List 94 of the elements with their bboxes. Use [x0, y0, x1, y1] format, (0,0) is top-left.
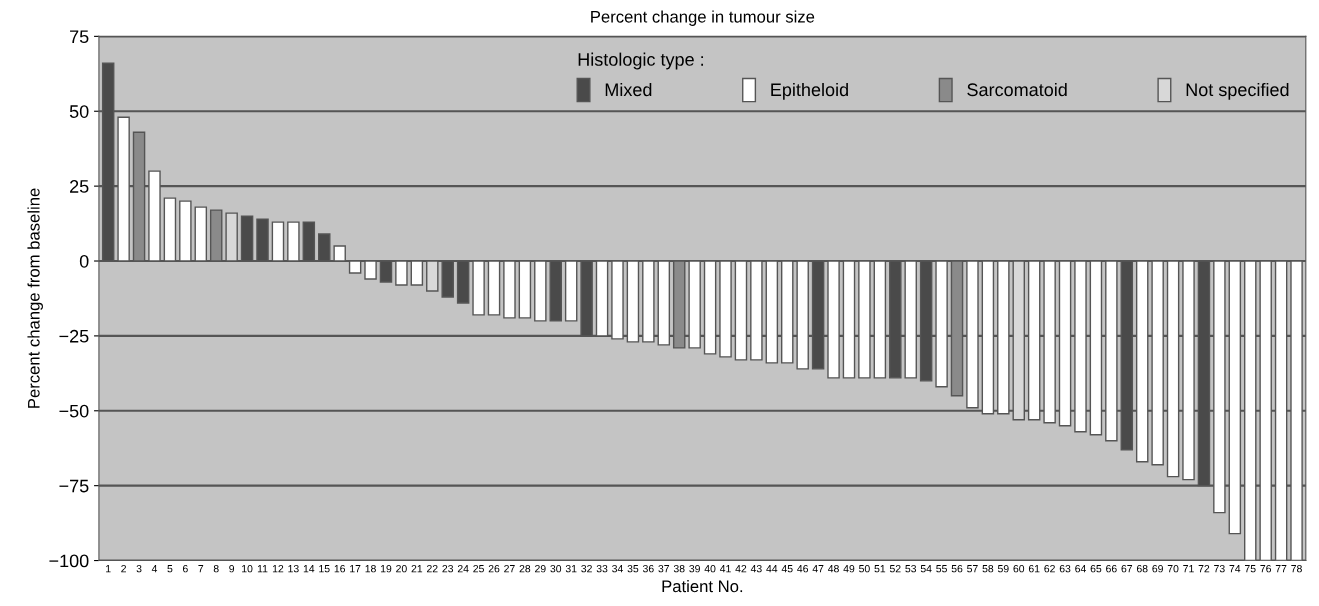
x-tick-label: 16	[334, 564, 346, 573]
x-tick-label: 64	[1075, 564, 1086, 573]
x-tick-label: 71	[1183, 565, 1194, 573]
x-tick-label: 20	[396, 564, 407, 573]
x-tick-label: 75	[1244, 565, 1256, 573]
x-tick-label: 21	[411, 564, 423, 573]
x-tick-label: 59	[997, 564, 1009, 573]
x-tick-label: 15	[319, 565, 330, 573]
x-tick-label: 1	[106, 565, 111, 573]
x-tick-label: 40	[704, 564, 716, 573]
y-axis-title: Percent change from baseline	[27, 188, 43, 408]
x-tick-label: 56	[951, 564, 963, 573]
x-tick-label: 33	[596, 564, 608, 573]
y-tick-label: 0	[79, 254, 89, 268]
x-tick-label: 55	[936, 565, 947, 573]
x-tick-label: 14	[303, 565, 315, 573]
y-tick-label: −75	[59, 479, 89, 493]
x-tick-label: 12	[272, 564, 284, 573]
x-tick-label: 60	[1013, 564, 1025, 573]
x-tick-label: 73	[1214, 564, 1225, 573]
x-tick-label: 19	[380, 564, 392, 573]
x-tick-label: 70	[1167, 564, 1179, 573]
x-tick-label: 23	[442, 564, 454, 573]
x-tick-label: 5	[167, 565, 173, 573]
x-tick-label: 47	[812, 565, 824, 573]
x-tick-label: 53	[905, 564, 917, 573]
x-tick-label: 49	[843, 564, 855, 573]
x-tick-label: 43	[750, 564, 762, 573]
x-tick-label: 37	[658, 564, 670, 573]
x-tick-label: 39	[689, 564, 700, 573]
x-tick-label: 74	[1229, 565, 1241, 573]
x-tick-label: 57	[967, 565, 978, 573]
x-tick-label: 46	[797, 564, 809, 573]
y-tick-label: −100	[49, 554, 89, 568]
x-tick-label: 29	[535, 564, 546, 573]
legend-label: Sarcomatoid	[967, 82, 1067, 97]
legend-label: Epitheloid	[771, 82, 848, 100]
x-tick-label: 36	[642, 564, 654, 573]
x-tick-label: 65	[1090, 564, 1102, 573]
x-tick-label: 27	[504, 564, 515, 573]
x-tick-label: 35	[627, 564, 639, 573]
x-tick-label: 61	[1028, 564, 1040, 573]
x-tick-label: 62	[1044, 564, 1055, 573]
x-tick-label: 51	[874, 565, 886, 573]
y-tick-label: −50	[59, 404, 89, 418]
x-tick-label: 66	[1106, 564, 1117, 573]
x-tick-label: 67	[1121, 564, 1133, 573]
x-tick-label: 69	[1152, 564, 1163, 573]
x-tick-label: 58	[982, 564, 994, 573]
y-tick-label: 75	[70, 30, 89, 44]
legend-title: Histologic type :	[578, 52, 704, 70]
x-tick-label: 72	[1198, 564, 1210, 573]
x-tick-label: 4	[151, 565, 158, 573]
x-tick-label: 18	[365, 564, 376, 573]
x-tick-label: 77	[1275, 565, 1287, 573]
y-tick-label: −25	[59, 329, 89, 343]
legend-label: Not specified	[1186, 82, 1289, 100]
x-tick-label: 32	[581, 564, 592, 573]
x-tick-label: 31	[565, 564, 577, 573]
x-tick-label: 63	[1059, 564, 1071, 573]
legend-label: Mixed	[605, 82, 652, 97]
x-tick-label: 42	[735, 564, 747, 573]
x-axis-title: Patient No.	[662, 579, 743, 593]
y-tick-label: 25	[70, 180, 89, 193]
x-tick-label: 9	[229, 564, 235, 573]
x-tick-label: 10	[242, 564, 253, 573]
x-tick-label: 25	[473, 564, 484, 573]
x-tick-label: 78	[1291, 564, 1302, 573]
y-tick-label: 50	[69, 105, 89, 118]
x-tick-label: 24	[457, 564, 469, 573]
x-tick-label: 76	[1260, 564, 1272, 573]
x-tick-label: 48	[828, 564, 839, 573]
x-tick-label: 45	[781, 565, 793, 573]
x-tick-label: 13	[288, 564, 299, 573]
x-tick-label: 6	[182, 564, 188, 573]
x-tick-label: 52	[889, 564, 901, 573]
x-tick-label: 28	[519, 564, 531, 573]
x-tick-label: 17	[350, 565, 361, 573]
x-tick-label: 3	[136, 564, 142, 573]
x-tick-label: 30	[550, 564, 562, 573]
x-tick-label: 34	[612, 564, 623, 573]
x-tick-label: 22	[427, 564, 438, 573]
x-tick-label: 2	[121, 564, 126, 573]
x-tick-label: 11	[257, 565, 268, 573]
x-tick-label: 7	[198, 565, 204, 573]
x-tick-label: 50	[859, 564, 870, 573]
x-tick-label: 68	[1136, 564, 1148, 573]
x-tick-label: 8	[213, 564, 219, 573]
x-tick-label: 44	[766, 565, 778, 573]
x-tick-label: 26	[488, 564, 500, 573]
chart-title: Percent change in tumour size	[591, 10, 815, 26]
x-tick-label: 38	[673, 564, 685, 573]
x-tick-label: 54	[920, 565, 932, 573]
x-tick-label: 41	[719, 565, 731, 573]
